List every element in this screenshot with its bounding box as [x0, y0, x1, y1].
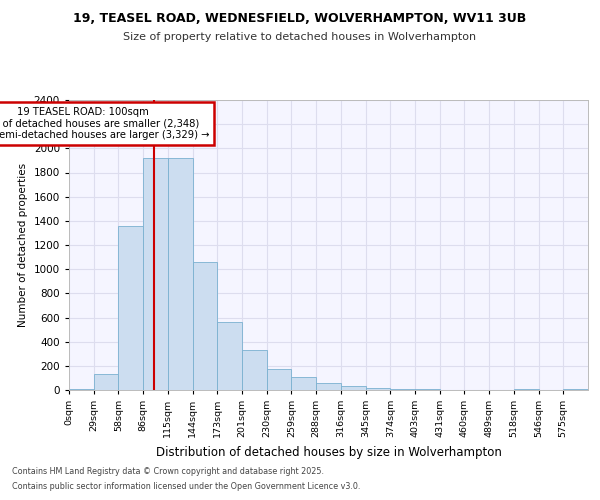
Bar: [94, 374, 118, 390]
Bar: [118, 226, 143, 390]
Bar: [341, 386, 365, 390]
Bar: [69, 389, 94, 390]
Text: 19, TEASEL ROAD, WEDNESFIELD, WOLVERHAMPTON, WV11 3UB: 19, TEASEL ROAD, WEDNESFIELD, WOLVERHAMP…: [73, 12, 527, 26]
X-axis label: Distribution of detached houses by size in Wolverhampton: Distribution of detached houses by size …: [155, 446, 502, 458]
Bar: [267, 370, 292, 390]
Bar: [316, 384, 341, 390]
Bar: [143, 158, 168, 390]
Bar: [242, 350, 267, 390]
Text: Contains public sector information licensed under the Open Government Licence v3: Contains public sector information licen…: [12, 482, 361, 491]
Text: Size of property relative to detached houses in Wolverhampton: Size of property relative to detached ho…: [124, 32, 476, 42]
Text: Contains HM Land Registry data © Crown copyright and database right 2025.: Contains HM Land Registry data © Crown c…: [12, 467, 324, 476]
Text: 19 TEASEL ROAD: 100sqm
← 41% of detached houses are smaller (2,348)
58% of semi-: 19 TEASEL ROAD: 100sqm ← 41% of detached…: [0, 108, 209, 140]
Bar: [168, 158, 193, 390]
Bar: [415, 389, 440, 390]
Bar: [217, 322, 242, 390]
Bar: [514, 389, 539, 390]
Y-axis label: Number of detached properties: Number of detached properties: [18, 163, 28, 327]
Bar: [193, 262, 217, 390]
Bar: [365, 388, 390, 390]
Bar: [292, 376, 316, 390]
